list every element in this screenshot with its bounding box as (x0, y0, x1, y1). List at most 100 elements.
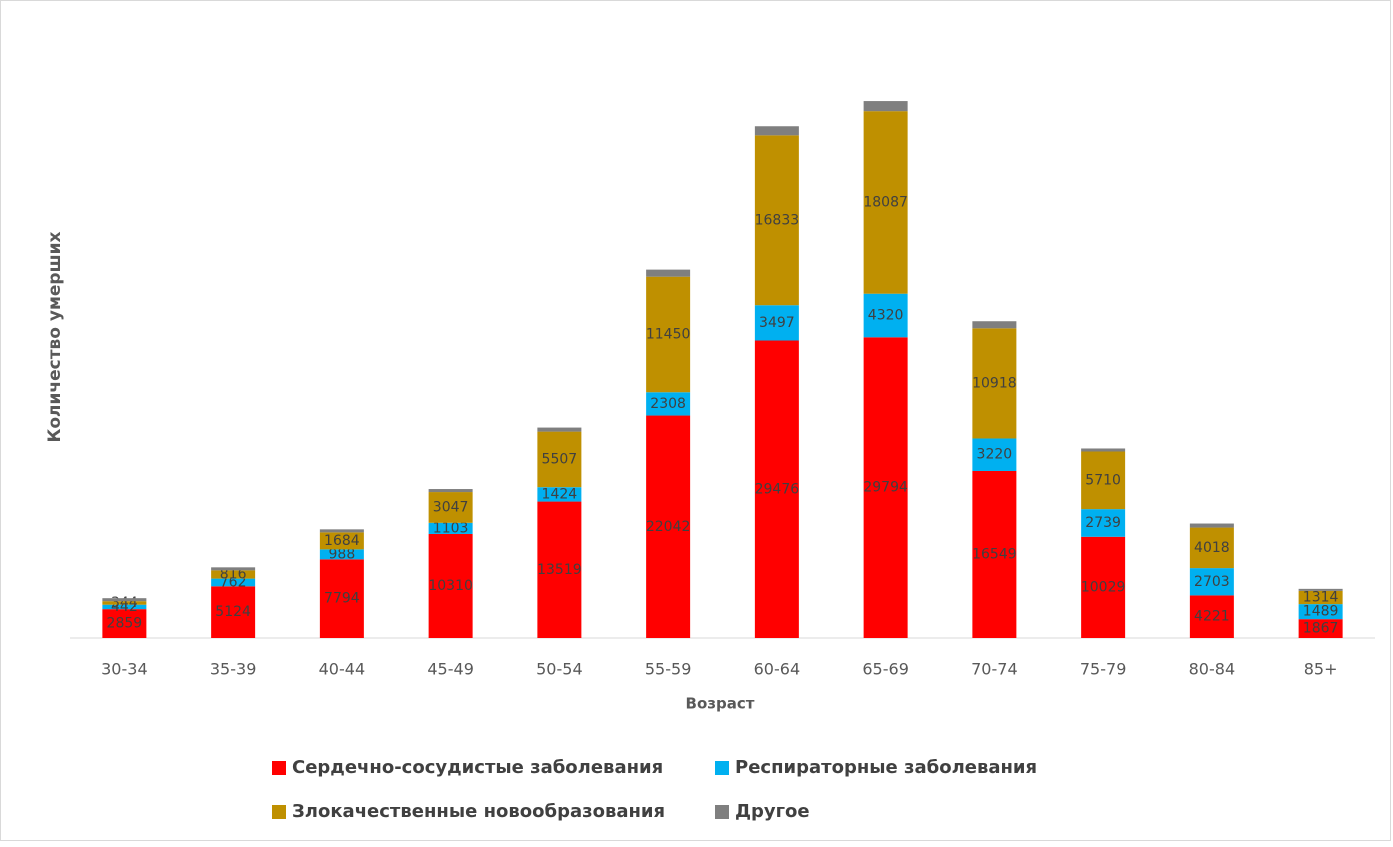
bar-segment (972, 328, 1017, 439)
bar-segment (1189, 568, 1234, 596)
bar-segment (102, 604, 147, 610)
bar-segment (754, 135, 799, 306)
bar-segment (1081, 448, 1126, 452)
data-label: 5124 (215, 604, 251, 620)
bar-segment (646, 415, 691, 638)
bar-segment (1298, 604, 1343, 620)
data-label: 10918 (972, 375, 1017, 391)
data-label: 1314 (1303, 589, 1339, 605)
x-tick-label: 45-49 (427, 660, 474, 679)
bar-segment (972, 321, 1017, 329)
data-label: 1424 (542, 486, 578, 502)
bar-segment (646, 276, 691, 393)
bar-segment (1081, 451, 1126, 510)
x-tick-label: 60-64 (754, 660, 801, 679)
x-tick-label: 50-54 (536, 660, 583, 679)
bar-segment (646, 269, 691, 277)
bar-segment (102, 601, 147, 605)
data-label: 13519 (537, 562, 582, 578)
bar-segment (863, 293, 908, 338)
bar-segment (428, 533, 473, 638)
bar-segment (428, 522, 473, 534)
x-tick-label: 80-84 (1189, 660, 1236, 679)
bar-segment (211, 578, 256, 587)
legend-swatch (272, 805, 286, 819)
x-tick-label: 35-39 (210, 660, 257, 679)
bar-segment (1081, 536, 1126, 638)
bar-segment (102, 598, 147, 602)
bar-segment (319, 559, 364, 638)
bar-segment (428, 489, 473, 493)
legend-label: Злокачественные новообразования (292, 801, 665, 822)
x-tick-label: 85+ (1304, 660, 1338, 679)
data-label: 988 (329, 546, 356, 562)
data-label: 16833 (755, 212, 800, 228)
data-label: 5507 (542, 451, 578, 467)
data-label: 4320 (868, 308, 904, 324)
data-label: 4221 (1194, 609, 1230, 625)
bar-segment (428, 492, 473, 523)
x-tick-label: 65-69 (862, 660, 909, 679)
bar-segment (863, 337, 908, 638)
x-tick-label: 40-44 (319, 660, 366, 679)
bar-segment (1298, 590, 1343, 605)
data-label: 1684 (324, 533, 360, 549)
data-label: 4018 (1194, 540, 1230, 556)
x-axis-title: Возраст (686, 695, 755, 713)
data-label: 816 (220, 566, 247, 582)
x-tick-label: 75-79 (1080, 660, 1127, 679)
legend-label: Другое (735, 801, 810, 822)
data-label: 29794 (863, 480, 908, 496)
data-label: 344 (111, 595, 138, 611)
legend-label: Сердечно-сосудистые заболевания (292, 757, 663, 778)
legend-swatch (715, 761, 729, 775)
bar-segment (211, 567, 256, 571)
x-tick-label: 70-74 (971, 660, 1018, 679)
data-label: 7794 (324, 591, 360, 607)
data-label: 22042 (646, 519, 691, 535)
data-label: 16549 (972, 546, 1017, 562)
bar-segment (211, 586, 256, 638)
bar-segment (211, 570, 256, 579)
bar-segment (537, 427, 582, 432)
data-label: 18087 (863, 194, 908, 210)
data-label: 2739 (1085, 515, 1121, 531)
data-label: 2703 (1194, 574, 1230, 590)
y-axis-title: Количество умерших (45, 231, 65, 442)
data-label: 29476 (755, 481, 800, 497)
bar-segment (754, 305, 799, 341)
bar-segment (972, 470, 1017, 638)
bar-segment (1298, 619, 1343, 638)
bar-segment (1081, 509, 1126, 537)
data-label: 1103 (433, 520, 469, 536)
x-tick-label: 30-34 (101, 660, 148, 679)
data-label: 10029 (1081, 579, 1126, 595)
bar-segment (319, 532, 364, 550)
data-label: 3047 (433, 499, 469, 515)
bar-segment (863, 111, 908, 294)
data-label: 1867 (1303, 621, 1339, 637)
bar-segment (863, 101, 908, 112)
bar-segment (537, 501, 582, 638)
data-label: 3497 (759, 315, 795, 331)
data-label: 2308 (650, 396, 686, 412)
bar-segment (319, 529, 364, 533)
bar-segment (972, 438, 1017, 471)
bar-segment (1298, 588, 1343, 591)
bar-segment (754, 126, 799, 136)
bar-segment (1189, 595, 1234, 638)
bar-segment (102, 609, 147, 638)
bar-segment (754, 340, 799, 638)
bar-segment (646, 392, 691, 416)
data-label: 11450 (646, 326, 691, 342)
legend-label: Респираторные заболевания (735, 757, 1037, 778)
bar-segment (537, 487, 582, 502)
data-label: 1489 (1303, 604, 1339, 620)
legend-swatch (272, 761, 286, 775)
data-label: 3220 (977, 447, 1013, 463)
legend-swatch (715, 805, 729, 819)
bar-segment (537, 431, 582, 488)
bar-segment (1189, 523, 1234, 528)
